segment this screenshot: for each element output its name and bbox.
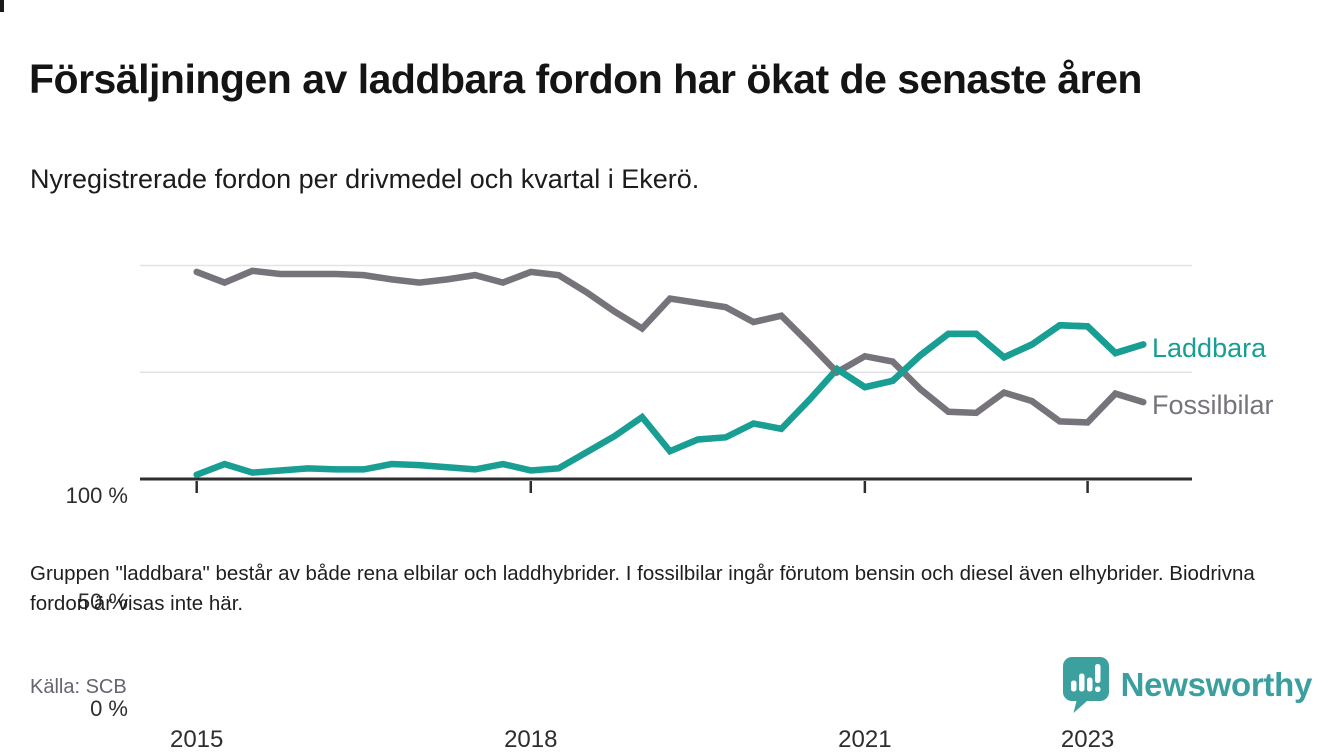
- series-label-laddbara: Laddbara: [1152, 333, 1267, 363]
- series-line-fossilbilar: [193, 267, 1147, 426]
- page-title: Försäljningen av laddbara fordon har öka…: [29, 56, 1142, 103]
- y-axis-label-50: 50 %: [77, 589, 128, 614]
- x-axis-label: 2021: [838, 726, 892, 753]
- page-subtitle: Nyregistrerade fordon per drivmedel och …: [30, 164, 700, 194]
- series-line-laddbara-overlay: [833, 321, 1147, 391]
- chart-footnote: Gruppen "laddbara" består av både rena e…: [30, 562, 1255, 615]
- x-axis-label: 2018: [504, 726, 558, 753]
- newsworthy-wordmark: Newsworthy: [1120, 666, 1313, 703]
- y-axis-label-0: 0 %: [90, 696, 128, 721]
- series-label-fossilbilar: Fossilbilar: [1152, 390, 1274, 420]
- newsworthy-logo: Newsworthy: [1062, 656, 1312, 714]
- line-chart: 100 % 50 % 0 % 2015 2018 2021 2023: [0, 230, 1340, 753]
- source-label: Källa: SCB: [30, 676, 127, 698]
- series-line-laddbara: [193, 321, 1147, 478]
- y-axis-label-100: 100 %: [65, 483, 128, 508]
- chart-canvas: [140, 264, 1192, 493]
- x-axis-label: 2023: [1060, 726, 1115, 753]
- x-axis-label: 2015: [169, 726, 224, 753]
- speech-bubble-bar-chart-icon: [1062, 657, 1109, 713]
- window-edge-mark: [0, 0, 4, 12]
